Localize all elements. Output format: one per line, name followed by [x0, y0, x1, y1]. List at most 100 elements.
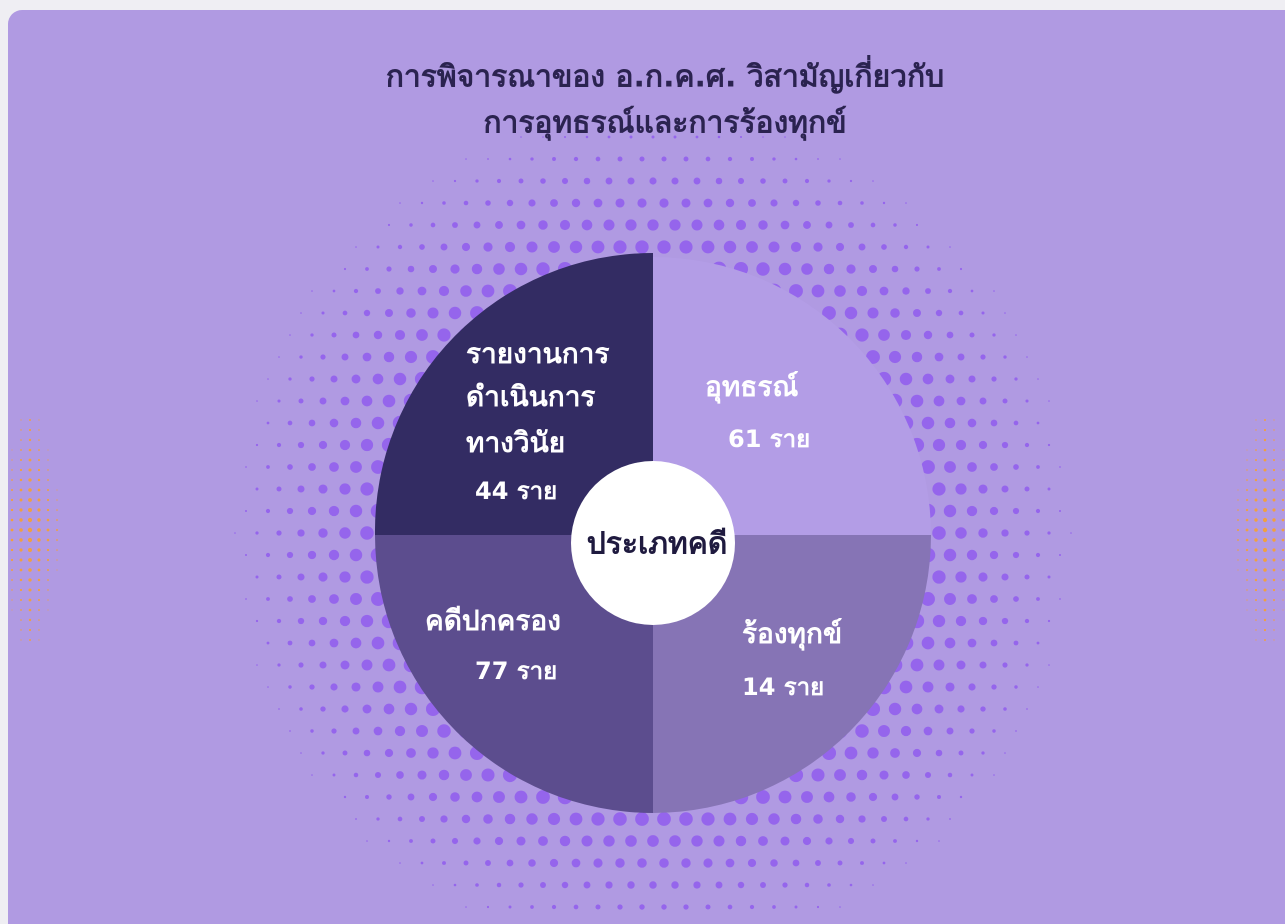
dot: [1281, 548, 1285, 552]
dot: [746, 241, 758, 253]
dot: [1282, 459, 1284, 461]
dot: [921, 636, 935, 650]
dot: [297, 529, 305, 537]
dot: [267, 378, 269, 380]
dot: [760, 882, 766, 888]
dot: [363, 749, 371, 757]
dot: [276, 574, 282, 580]
dot: [27, 517, 33, 523]
dot: [747, 858, 757, 868]
dot: [1255, 449, 1257, 451]
dot: [318, 572, 328, 582]
dot: [1272, 558, 1276, 562]
dot: [1263, 468, 1267, 472]
dot: [46, 548, 50, 552]
dot: [277, 663, 281, 667]
dot: [1047, 487, 1051, 491]
dot: [1047, 575, 1051, 579]
dot: [409, 223, 413, 227]
dot: [341, 353, 349, 361]
dot: [739, 135, 743, 139]
dot: [360, 614, 374, 628]
dot: [287, 420, 293, 426]
dot: [923, 330, 933, 340]
dot: [573, 156, 579, 162]
dot: [911, 351, 923, 363]
dot: [882, 861, 886, 865]
dot: [1281, 528, 1285, 532]
dot: [460, 285, 472, 297]
dot: [1254, 548, 1258, 552]
dot: [307, 550, 317, 560]
dot: [548, 241, 560, 253]
dot: [981, 751, 985, 755]
dot: [1047, 531, 1051, 535]
dot: [547, 812, 561, 826]
dot: [1246, 569, 1248, 571]
dot: [442, 861, 446, 865]
dot: [328, 505, 340, 517]
dot: [339, 483, 351, 495]
dot: [438, 769, 450, 781]
dot: [397, 244, 403, 250]
dot: [38, 639, 40, 641]
dot: [340, 396, 350, 406]
dot: [29, 639, 31, 641]
dot: [1245, 538, 1249, 542]
dot: [778, 790, 792, 804]
dot: [266, 465, 270, 469]
dot: [350, 593, 362, 605]
dot: [494, 836, 504, 846]
dot: [837, 860, 843, 866]
dot: [782, 178, 788, 184]
dot: [343, 267, 347, 271]
dot: [393, 372, 407, 386]
dot: [915, 223, 919, 227]
dot: [442, 201, 446, 205]
segment-discipline: [374, 253, 653, 535]
dot: [1037, 378, 1039, 380]
dot: [792, 859, 800, 867]
dot: [1255, 639, 1257, 641]
dot: [309, 684, 315, 690]
dot: [1263, 448, 1267, 452]
dot: [432, 884, 434, 886]
dot: [11, 589, 13, 591]
dot: [353, 288, 359, 294]
dot: [1273, 429, 1275, 431]
dot: [1263, 488, 1267, 492]
dot: [778, 262, 792, 276]
dot: [957, 705, 965, 713]
dot: [506, 199, 514, 207]
dot: [991, 376, 997, 382]
dot: [396, 771, 404, 779]
dot: [770, 199, 778, 207]
dot: [617, 904, 623, 910]
dot: [286, 551, 294, 559]
dot: [970, 773, 974, 777]
dot: [465, 158, 467, 160]
dot: [591, 240, 605, 254]
dot: [286, 507, 294, 515]
dot: [29, 419, 31, 421]
dot: [440, 243, 448, 251]
dot: [37, 468, 41, 472]
dot: [28, 448, 32, 452]
dot: [266, 641, 270, 645]
dot: [955, 527, 967, 539]
dot: [943, 504, 957, 518]
dot: [725, 858, 735, 868]
dot: [394, 725, 406, 737]
dot: [11, 449, 13, 451]
dot: [914, 794, 920, 800]
dot: [287, 464, 293, 470]
dot: [661, 904, 667, 910]
dot: [990, 595, 998, 603]
dot: [849, 179, 853, 183]
dot: [912, 308, 922, 318]
dot: [418, 815, 426, 823]
dot: [20, 639, 22, 641]
dot: [319, 661, 327, 669]
dot: [453, 883, 457, 887]
dot: [659, 198, 669, 208]
